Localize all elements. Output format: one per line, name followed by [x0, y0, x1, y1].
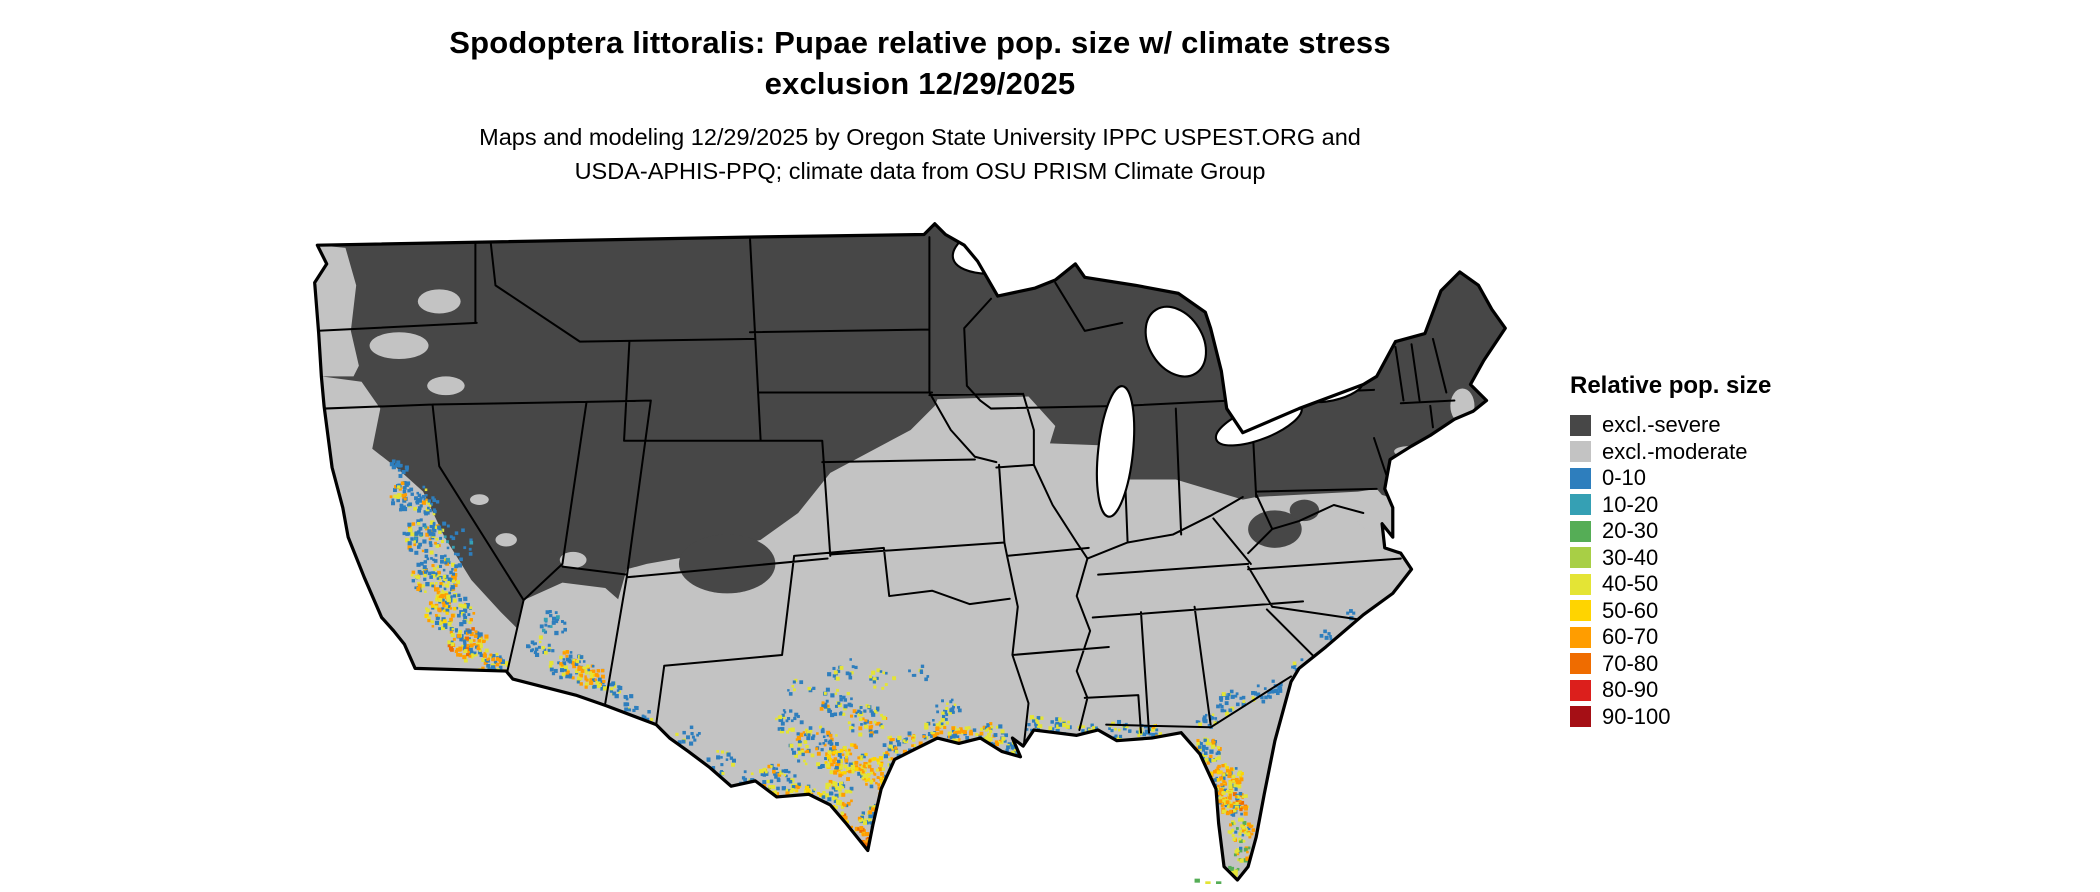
legend-item: 80-90	[1570, 679, 1830, 701]
legend-item-label: 10-20	[1602, 491, 1659, 517]
legend-item: 20-30	[1570, 520, 1830, 542]
legend-swatch	[1570, 706, 1591, 727]
florida-keys	[1194, 878, 1222, 884]
legend-item-label: 70-80	[1602, 650, 1659, 676]
figure-subtitle-line2: USDA-APHIS-PPQ; climate data from OSU PR…	[574, 158, 1266, 184]
figure-title-line1: Spodoptera littoralis: Pupae relative po…	[449, 25, 1391, 60]
legend-item-label: excl.-moderate	[1602, 438, 1748, 464]
legend-swatch	[1570, 414, 1591, 436]
legend-item-label: 80-90	[1602, 677, 1659, 702]
legend-title: Relative pop. size	[1570, 372, 1772, 399]
legend-swatch	[1570, 573, 1591, 595]
legend-swatch	[1570, 653, 1591, 674]
legend-item: 10-20	[1570, 491, 1830, 517]
legend-swatch	[1570, 600, 1591, 621]
legend-swatch	[1570, 547, 1591, 568]
legend-item-label: 40-50	[1602, 571, 1659, 596]
us-map	[313, 222, 1507, 884]
legend-items: excl.-severe excl.-moderate 0-10 10-20 20-30…	[1570, 414, 1830, 728]
legend-item: excl.-moderate	[1570, 438, 1830, 464]
legend-swatch	[1570, 441, 1591, 462]
legend-item-label: excl.-severe	[1602, 412, 1721, 437]
figure-title-line2: exclusion 12/29/2025	[764, 66, 1076, 101]
legend-swatch	[1570, 679, 1591, 701]
legend: Relative pop. size excl.-severe excl.-mod…	[1570, 372, 1830, 728]
legend-item: 70-80	[1570, 650, 1830, 676]
legend-swatch	[1570, 467, 1591, 489]
legend-item-label: 50-60	[1602, 597, 1659, 623]
figure-title: Spodoptera littoralis: Pupae relative po…	[0, 22, 1840, 104]
legend-item-label: 90-100	[1602, 703, 1671, 729]
legend-item: 60-70	[1570, 626, 1830, 648]
legend-item: 30-40	[1570, 544, 1830, 570]
legend-swatch	[1570, 626, 1591, 648]
legend-item: 90-100	[1570, 703, 1830, 729]
legend-item-label: 30-40	[1602, 544, 1659, 570]
legend-item-label: 20-30	[1602, 518, 1659, 543]
state-borders	[315, 236, 1456, 753]
legend-swatch	[1570, 520, 1591, 542]
legend-item: 40-50	[1570, 573, 1830, 595]
legend-item: 0-10	[1570, 467, 1830, 489]
figure-subtitle-line1: Maps and modeling 12/29/2025 by Oregon S…	[479, 124, 1361, 150]
legend-swatch	[1570, 494, 1591, 515]
lake-huron	[1144, 305, 1208, 378]
legend-item: 50-60	[1570, 597, 1830, 623]
legend-item-label: 60-70	[1602, 624, 1659, 649]
lake-michigan	[1095, 385, 1136, 518]
legend-item-label: 0-10	[1602, 465, 1647, 490]
legend-item: excl.-severe	[1570, 414, 1830, 436]
figure-subtitle: Maps and modeling 12/29/2025 by Oregon S…	[0, 120, 1840, 188]
us-outline	[313, 222, 1507, 882]
